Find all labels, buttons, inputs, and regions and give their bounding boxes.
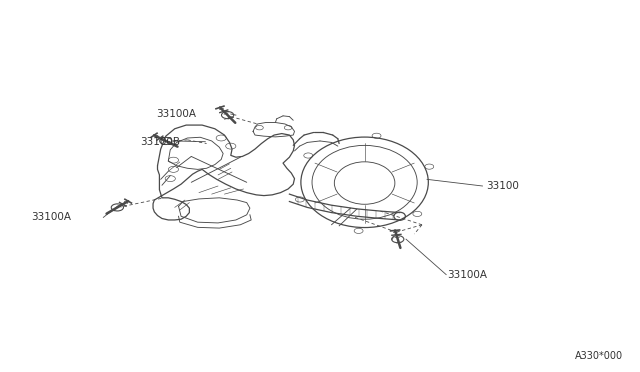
Text: A330*000: A330*000 <box>575 352 623 361</box>
Text: 33100A: 33100A <box>447 270 488 280</box>
Text: 33100A: 33100A <box>31 212 72 222</box>
Text: 33100A: 33100A <box>156 109 196 119</box>
Text: 33100: 33100 <box>486 181 518 191</box>
Text: 33100B: 33100B <box>140 137 180 147</box>
